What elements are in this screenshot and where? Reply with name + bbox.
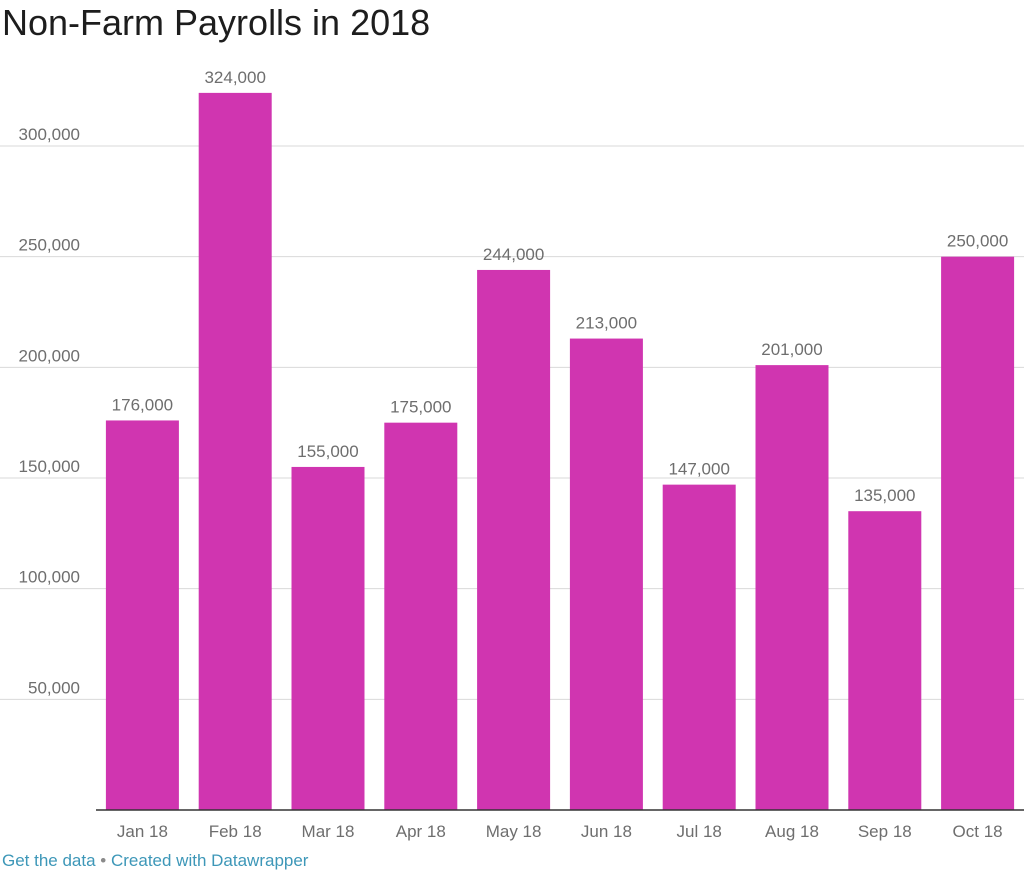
y-tick-label: 300,000 [19,125,80,144]
bar-value-label: 176,000 [112,395,173,414]
chart-footer: Get the data • Created with Datawrapper [2,849,308,873]
bars [105,92,1015,811]
bar [755,365,829,810]
x-tick-label: Feb 18 [209,822,262,841]
bar [384,422,458,810]
bar [941,256,1015,811]
y-axis-ticks: 50,000 100,000 150,000 200,000 250,000 300,00… [19,125,80,697]
x-tick-label: Jan 18 [117,822,168,841]
x-tick-label: Apr 18 [396,822,446,841]
y-tick-label: 250,000 [19,236,80,255]
bar-value-label: 201,000 [761,340,822,359]
bar-value-label: 135,000 [854,486,915,505]
bar [198,92,272,810]
bar-value-label: 155,000 [297,442,358,461]
bar-value-label: 147,000 [668,460,729,479]
x-axis-ticks: Jan 18 Feb 18 Mar 18 Apr 18 May 18 Jun 18 Jul … [117,822,1003,841]
x-tick-label: Sep 18 [858,822,912,841]
bar [291,466,365,810]
bar-value-label: 244,000 [483,245,544,264]
bar [662,484,736,810]
x-tick-label: Jun 18 [581,822,632,841]
created-with-link[interactable]: Created with Datawrapper [110,851,309,870]
x-tick-label: Mar 18 [302,822,355,841]
x-tick-label: Aug 18 [765,822,819,841]
x-tick-label: Jul 18 [677,822,722,841]
y-tick-label: 200,000 [19,346,80,365]
bar-value-label: 250,000 [947,232,1008,251]
x-tick-label: May 18 [486,822,542,841]
bar-value-label: 324,000 [204,68,265,87]
bar-value-label: 175,000 [390,398,451,417]
x-tick-label: Oct 18 [953,822,1003,841]
value-labels: 176,000 324,000 155,000 175,000 244,000 213,0… [112,68,1009,505]
y-tick-label: 100,000 [19,568,80,587]
chart-title: Non-Farm Payrolls in 2018 [2,2,431,43]
bar [569,338,643,810]
bar-value-label: 213,000 [576,314,637,333]
bar [105,420,179,810]
bar [848,511,922,810]
y-tick-label: 50,000 [28,678,80,697]
get-data-link[interactable]: Get the data [2,851,96,870]
bar [477,269,551,810]
footer-separator: • [95,851,111,870]
y-tick-label: 150,000 [19,457,80,476]
